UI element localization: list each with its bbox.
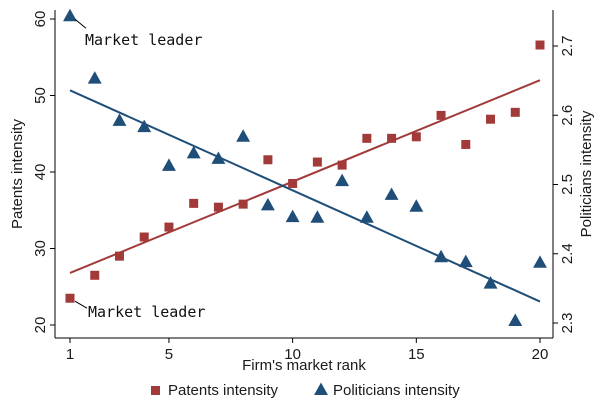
politicians-point (310, 210, 325, 223)
y-right-tick-label: 2.3 (559, 313, 576, 334)
y-left-tick-label: 40 (32, 164, 49, 181)
politicians-point (87, 71, 102, 84)
politicians-point (483, 276, 498, 289)
politicians-point (434, 249, 449, 263)
x-tick-label: 5 (165, 346, 173, 363)
fit-lines (69, 79, 541, 303)
y-right-tick-label: 2.6 (559, 105, 576, 126)
patents-point (312, 157, 322, 167)
patents-point (263, 155, 273, 165)
patents-fit-line (69, 79, 541, 274)
politicians-point (260, 197, 275, 211)
x-tick-label: 15 (408, 346, 425, 363)
y-left-tick-label: 30 (32, 240, 49, 257)
politicians-point (335, 173, 350, 187)
politicians-point (384, 187, 399, 200)
x-tick-label: 20 (532, 346, 549, 363)
politicians-point (236, 129, 251, 142)
axes: 1 5 10 15 2020304050602.32.42.52.62.7Firm's … (9, 10, 595, 374)
annotation-pointer (74, 18, 87, 29)
x-tick-label: 10 (284, 346, 301, 363)
legend: Patents intensity Politicians intensity (151, 382, 460, 399)
x-tick-label: 1 (66, 346, 74, 363)
patents-point (461, 139, 471, 149)
politicians-point (458, 254, 473, 268)
politicians-point (359, 210, 374, 223)
politicians-point (137, 119, 152, 133)
annotation-label-politicians: Market leader (85, 31, 202, 49)
patents-point (288, 178, 298, 188)
politicians-point (186, 145, 201, 159)
patents-point (90, 270, 100, 280)
politicians-fit-line (69, 89, 541, 303)
y-left-axis-title: Patents intensity (9, 118, 26, 229)
annotation-label-patents: Market leader (88, 303, 205, 321)
patents-point (510, 107, 520, 117)
y-right-tick-label: 2.5 (559, 174, 576, 195)
patents-point (535, 40, 545, 50)
x-axis-title: Firm's market rank (242, 357, 366, 374)
patents-point (362, 133, 372, 143)
patents-point (65, 293, 75, 303)
patents-point (238, 199, 248, 209)
politicians-point (508, 313, 523, 326)
politicians-point (211, 151, 226, 164)
y-right-tick-label: 2.4 (559, 243, 576, 264)
politicians-point (63, 8, 77, 22)
politicians-point (409, 199, 424, 212)
patents-point (486, 114, 496, 124)
patents-point (213, 202, 223, 212)
patents-point (164, 222, 174, 232)
patents-point (436, 110, 446, 120)
y-left-tick-label: 50 (32, 87, 49, 104)
patents-point (387, 133, 397, 143)
legend-label-politicians: Politicians intensity (333, 382, 460, 399)
legend-label-patents: Patents intensity (168, 382, 279, 399)
annotation-pointer (74, 300, 88, 309)
patents-point (114, 251, 124, 261)
y-right-axis-title: Politicians intensity (578, 110, 595, 237)
politicians-point (533, 255, 547, 268)
y-right-tick-label: 2.7 (559, 36, 576, 57)
patents-point (189, 198, 199, 208)
politicians-point (161, 158, 176, 171)
y-left-tick-label: 60 (32, 11, 49, 28)
data-marks (63, 8, 547, 326)
politicians-point (112, 113, 127, 126)
legend-marker-politicians (314, 382, 328, 396)
patents-point (139, 232, 149, 242)
legend-marker-patents (151, 386, 160, 395)
y-left-tick-label: 20 (32, 317, 49, 334)
annotations: Market leader Market leader (74, 18, 205, 321)
patents-point (411, 132, 421, 142)
patents-point (337, 160, 347, 170)
politicians-point (285, 209, 300, 223)
